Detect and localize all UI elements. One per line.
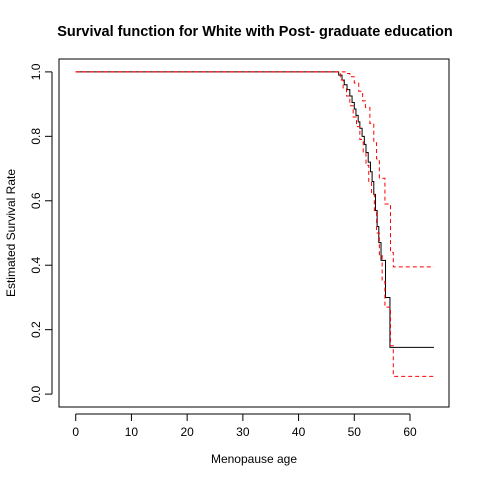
series-estimate [75, 71, 434, 348]
y-tick-label: 0.4 [29, 257, 43, 274]
x-tick-label: 40 [292, 425, 306, 439]
series-layer [75, 71, 434, 377]
x-axis-label: Menopause age [211, 452, 297, 466]
y-axis: 0.0 0.2 0.4 0.6 0.8 1.0 [29, 63, 53, 402]
series-upper-ci [75, 71, 434, 268]
series-lower-ci [75, 71, 434, 377]
x-tick-label: 20 [180, 425, 194, 439]
y-tick-label: 0.8 [29, 128, 43, 145]
y-tick-label: 1.0 [29, 63, 43, 80]
y-tick-label: 0.2 [29, 321, 43, 338]
chart-title: Survival function for White with Post- g… [57, 24, 453, 40]
x-tick-label: 30 [236, 425, 250, 439]
x-axis: 0 10 20 30 40 50 60 [72, 413, 417, 439]
x-tick-label: 50 [348, 425, 362, 439]
plot-frame [58, 58, 450, 408]
y-axis-label: Estimated Survival Rate [4, 169, 18, 297]
x-tick-label: 60 [403, 425, 417, 439]
x-tick-label: 0 [72, 425, 79, 439]
x-tick-label: 10 [125, 425, 139, 439]
y-tick-label: 0.0 [29, 385, 43, 402]
y-tick-label: 0.6 [29, 192, 43, 209]
